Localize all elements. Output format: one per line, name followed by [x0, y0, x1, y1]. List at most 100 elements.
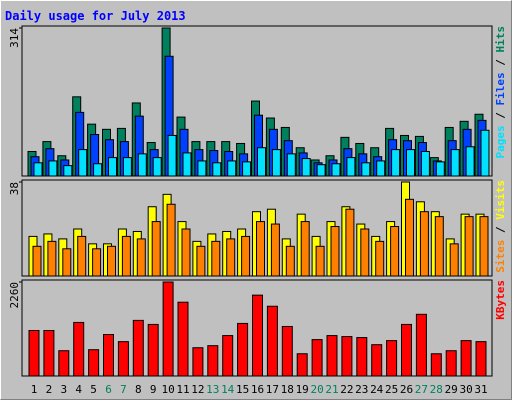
- bar: [92, 248, 102, 277]
- legend-entry: KBytes: [494, 280, 507, 320]
- x-tick-label: 30: [459, 383, 472, 396]
- bar: [401, 323, 412, 377]
- x-tick-label: 21: [325, 383, 338, 396]
- bar: [450, 149, 460, 177]
- legend-entry: Sites: [494, 240, 507, 273]
- x-tick-label: 13: [206, 383, 219, 396]
- bar: [316, 164, 326, 177]
- x-tick-label: 20: [310, 383, 323, 396]
- legend-entry: Pages: [494, 125, 507, 158]
- bar: [301, 158, 311, 177]
- bar: [121, 235, 131, 277]
- bar: [162, 281, 174, 377]
- legend: Sites / Visits: [494, 180, 507, 273]
- x-tick-label: 2: [46, 383, 53, 396]
- bar: [181, 228, 191, 277]
- x-tick-label: 1: [31, 383, 38, 396]
- bar: [285, 245, 295, 277]
- legend-entry: Files: [494, 72, 507, 105]
- x-tick-label: 18: [281, 383, 294, 396]
- x-tick-label: 11: [176, 383, 189, 396]
- bar: [196, 245, 206, 277]
- x-tick-label: 14: [221, 383, 235, 396]
- bar: [266, 305, 278, 377]
- bar: [222, 335, 234, 377]
- bar: [326, 335, 338, 377]
- bar: [93, 163, 103, 177]
- bar: [271, 149, 281, 177]
- bar: [341, 336, 353, 377]
- bar: [237, 322, 249, 377]
- bar: [479, 216, 489, 277]
- bar: [78, 149, 88, 177]
- bar: [197, 160, 207, 177]
- bar: [211, 240, 221, 277]
- x-tick-label: 8: [135, 383, 142, 396]
- bar: [405, 198, 414, 277]
- bar: [445, 350, 457, 377]
- bar: [136, 238, 146, 277]
- bar: [371, 344, 383, 377]
- bar: [241, 235, 251, 277]
- bar: [207, 345, 219, 377]
- legend-entry: Hits: [494, 26, 507, 53]
- x-tick-label: 7: [120, 383, 127, 396]
- bar: [406, 149, 415, 177]
- legend: Pages / Files / Hits: [494, 26, 507, 159]
- bar: [226, 238, 236, 277]
- x-tick-label: 3: [60, 383, 67, 396]
- x-tick-label: 5: [90, 383, 97, 396]
- y-tick-label: 314: [8, 28, 21, 48]
- bar: [460, 340, 472, 377]
- bar: [73, 321, 85, 377]
- x-tick-label: 19: [296, 383, 309, 396]
- bar: [360, 228, 370, 277]
- bar: [177, 301, 189, 377]
- x-tick-label: 6: [105, 383, 112, 396]
- bar: [152, 157, 162, 177]
- bar: [48, 160, 58, 177]
- bar: [58, 350, 70, 377]
- bar: [391, 149, 401, 177]
- bar: [88, 349, 100, 377]
- x-tick-label: 29: [445, 383, 458, 396]
- bar: [430, 353, 442, 377]
- legend: KBytes: [494, 280, 507, 320]
- bar: [63, 165, 73, 177]
- bar: [300, 221, 310, 277]
- bar: [122, 157, 132, 177]
- bar: [281, 325, 293, 377]
- bar: [361, 162, 371, 177]
- bar: [386, 340, 398, 377]
- bar: [77, 235, 87, 277]
- x-tick-label: 15: [236, 383, 249, 396]
- bar: [32, 245, 42, 277]
- legend-separator: /: [494, 220, 507, 240]
- bar: [117, 341, 129, 377]
- legend-separator: /: [494, 53, 507, 73]
- bar: [449, 243, 459, 277]
- x-tick-label: 22: [340, 383, 353, 396]
- bar: [182, 152, 192, 177]
- bar: [315, 245, 325, 277]
- bar: [167, 134, 177, 177]
- x-tick-label: 26: [400, 383, 413, 396]
- bar: [270, 223, 280, 277]
- legend-entry: Visits: [494, 180, 507, 220]
- bar: [107, 245, 116, 277]
- bar: [103, 334, 114, 377]
- bar: [434, 216, 444, 277]
- x-tick-label: 31: [474, 383, 487, 396]
- bar: [415, 313, 427, 377]
- x-tick-label: 24: [370, 383, 384, 396]
- bar: [346, 157, 356, 177]
- bar: [147, 323, 159, 377]
- bar: [256, 221, 265, 277]
- legend-separator: /: [494, 106, 507, 126]
- bar: [33, 162, 43, 177]
- bar: [375, 240, 385, 277]
- x-tick-label: 16: [251, 383, 264, 396]
- bar: [330, 226, 340, 277]
- x-tick-label: 17: [266, 383, 279, 396]
